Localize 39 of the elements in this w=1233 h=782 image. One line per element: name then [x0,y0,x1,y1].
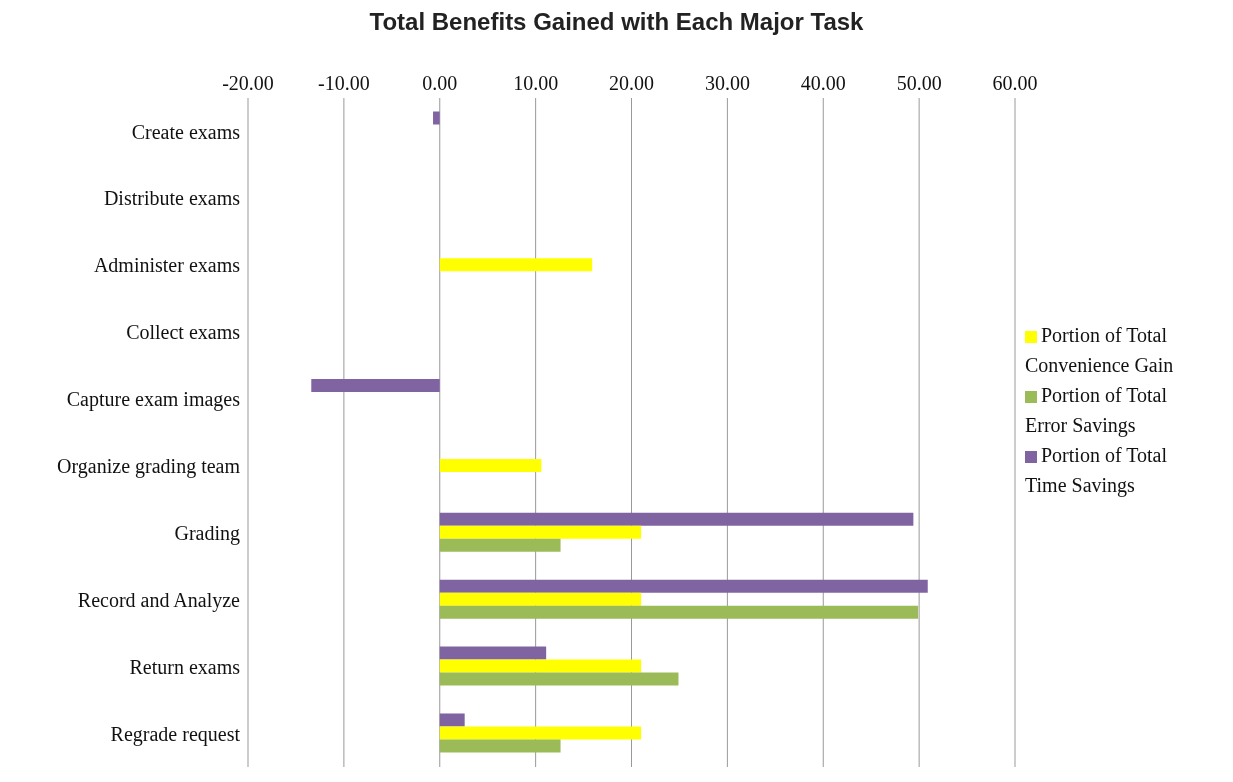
y-tick-label: Record and Analyze [77,588,241,612]
bar [439,659,642,673]
x-tick-label: 0.00 [422,72,458,94]
y-tick-label: Create exams [131,120,241,143]
bar [439,525,642,539]
x-tick-label: 10.00 [513,72,559,94]
bar [439,538,561,552]
y-tick-label: Administer exams [93,254,241,277]
bar [439,512,914,526]
bar [439,672,679,686]
bar [439,646,547,660]
y-tick-label: Capture exam images [66,388,241,412]
x-tick-label: 40.00 [800,72,846,94]
legend-label: Portion of Total Time Savings [1025,444,1168,496]
bar [439,579,928,593]
bar [433,111,440,125]
y-tick-label: Grading [174,521,240,545]
legend-label: Portion of Total Error Savings [1025,384,1168,436]
legend-label: Portion of Total Convenience Gain [1025,324,1174,376]
y-tick-label: Regrade request [110,722,241,746]
x-tick-label: 50.00 [896,72,942,94]
bar [439,592,642,606]
y-tick-label: Collect exams [126,321,241,344]
x-tick-label: 20.00 [609,72,654,94]
x-tick-label: 60.00 [992,72,1038,94]
bar [439,726,642,740]
y-tick-label: Organize grading team [57,455,241,479]
bar [311,378,440,392]
x-tick-label: 30.00 [704,72,750,94]
y-tick-label: Distribute exams [103,187,241,210]
bar [439,258,593,272]
bar [439,458,542,472]
bar [439,605,919,619]
bar [439,739,561,753]
x-tick-label: -20.00 [222,72,274,94]
x-tick-label: -10.00 [318,72,370,94]
y-tick-label: Return exams [129,655,241,678]
chart-title: Total Benefits Gained with Each Major Task [368,8,865,37]
bar [439,713,465,727]
